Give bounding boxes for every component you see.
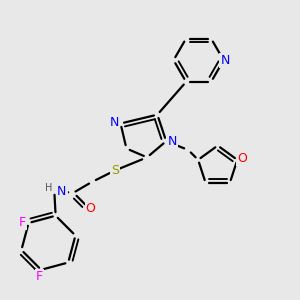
Text: F: F bbox=[36, 270, 43, 283]
Text: N: N bbox=[57, 185, 67, 198]
Text: H: H bbox=[46, 183, 53, 193]
Text: S: S bbox=[111, 164, 119, 177]
Text: F: F bbox=[19, 216, 26, 229]
Text: O: O bbox=[237, 152, 247, 165]
Text: N: N bbox=[220, 54, 230, 67]
Text: N: N bbox=[110, 116, 119, 128]
Text: O: O bbox=[85, 202, 95, 215]
Text: N: N bbox=[167, 135, 177, 148]
